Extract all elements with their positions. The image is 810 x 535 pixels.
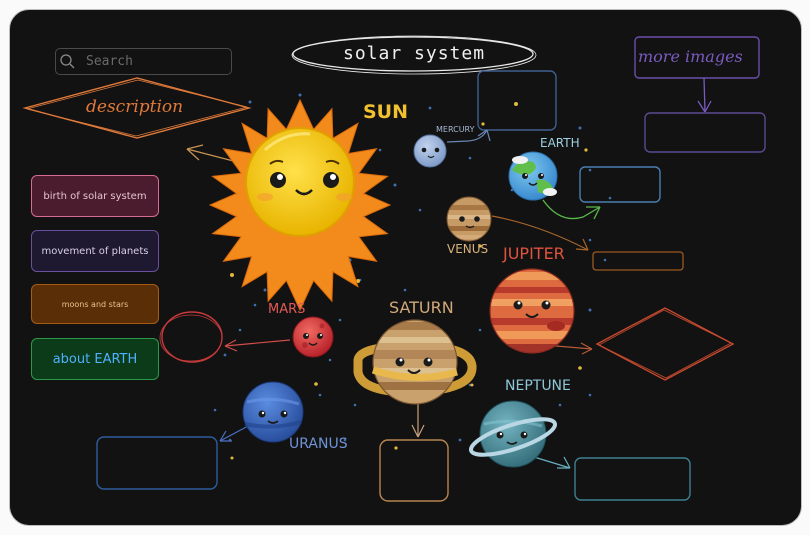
uranus-arrow — [219, 424, 251, 442]
mars-circle[interactable] — [159, 311, 223, 363]
jupiter-illustration — [489, 268, 575, 354]
venus-box[interactable] — [592, 251, 684, 271]
earth-box[interactable] — [579, 166, 661, 203]
mars-label: MARS — [268, 302, 306, 317]
neptune-box[interactable] — [574, 457, 691, 501]
earth-illustration — [508, 151, 558, 201]
earth-label: EARTH — [540, 136, 580, 150]
venus-label: VENUS — [447, 242, 489, 256]
venus-arrow — [491, 215, 589, 251]
earth-arrow — [542, 199, 601, 220]
menu-label: birth of solar system — [43, 190, 147, 202]
search-bar — [55, 48, 232, 75]
menu-about-earth[interactable]: about EARTH — [31, 338, 159, 380]
more-images-arrow — [697, 77, 712, 113]
more-images-box[interactable] — [634, 36, 760, 79]
neptune-label: NEPTUNE — [505, 378, 571, 394]
menu-label: about EARTH — [52, 351, 138, 367]
mercury-box[interactable] — [477, 70, 557, 131]
uranus-label: URANUS — [289, 436, 348, 452]
mercury-illustration — [413, 134, 447, 168]
saturn-arrow — [411, 402, 425, 438]
page-title: solar system — [343, 43, 486, 64]
description-label[interactable]: description — [86, 97, 184, 117]
mars-arrow — [224, 339, 291, 352]
jupiter-arrow — [555, 342, 593, 355]
neptune-arrow — [533, 456, 571, 469]
jupiter-label: JUPITER — [503, 244, 565, 263]
mercury-arrow — [446, 129, 491, 143]
more-images-panel[interactable] — [644, 112, 766, 153]
uranus-illustration — [242, 381, 304, 443]
search-input[interactable] — [86, 51, 226, 71]
menu-birth-of-solar-system[interactable]: birth of solar system — [31, 175, 159, 217]
mars-illustration — [292, 316, 334, 358]
more-images-button[interactable]: more images — [638, 47, 743, 66]
menu-moons-and-stars[interactable]: moons and stars — [31, 284, 159, 324]
gold-stars — [230, 102, 588, 460]
jupiter-diamond[interactable] — [595, 307, 735, 381]
neptune-illustration — [468, 400, 558, 468]
search-icon — [60, 54, 75, 69]
menu-label: movement of planets — [41, 245, 149, 257]
saturn-illustration — [353, 319, 477, 405]
uranus-box[interactable] — [96, 436, 218, 490]
title-ellipse — [291, 35, 537, 75]
menu-label: moons and stars — [61, 299, 129, 309]
venus-illustration — [446, 196, 492, 242]
description-diamond[interactable] — [22, 77, 252, 139]
saturn-label: SATURN — [389, 298, 454, 317]
sun-illustration — [208, 98, 392, 312]
saturn-box[interactable] — [379, 439, 449, 502]
menu-movement-of-planets[interactable]: movement of planets — [31, 230, 159, 272]
sun-label: SUN — [363, 101, 409, 123]
mercury-label: MERCURY — [436, 125, 475, 134]
